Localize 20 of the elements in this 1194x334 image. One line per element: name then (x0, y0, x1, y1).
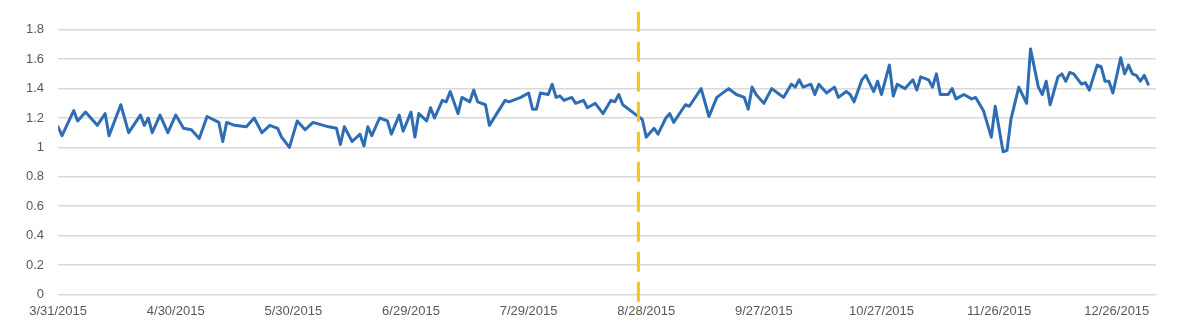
y-tick-label: 1 (36, 138, 45, 154)
y-tick-label: 0.4 (25, 227, 45, 243)
x-tick-label: 6/29/2015 (382, 302, 440, 318)
y-tick-label: 1.8 (25, 21, 45, 37)
x-tick-label: 4/30/2015 (146, 302, 205, 318)
x-tick-label: 10/27/2015 (848, 302, 915, 318)
x-tick-label: 11/26/2015 (967, 302, 1032, 318)
y-tick-label: 0.2 (25, 256, 45, 272)
y-tick-label: 0.6 (25, 197, 45, 213)
x-tick-label: 9/27/2015 (734, 302, 793, 318)
x-tick-label: 7/29/2015 (499, 302, 558, 318)
y-tick-label: 0.8 (25, 168, 45, 184)
y-tick-label: 1.2 (25, 109, 45, 125)
x-tick-label: 5/30/2015 (264, 302, 323, 318)
y-tick-label: 1.6 (25, 50, 45, 66)
x-tick-label: 8/28/2015 (617, 302, 676, 318)
x-tick-label: 12/26/2015 (1084, 302, 1150, 318)
y-tick-label: 1.4 (25, 80, 45, 96)
x-tick-label: 3/31/2015 (29, 302, 87, 318)
y-tick-label: 0 (36, 285, 45, 301)
